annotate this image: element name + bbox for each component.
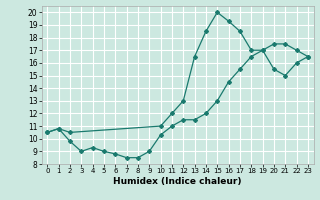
X-axis label: Humidex (Indice chaleur): Humidex (Indice chaleur) [113, 177, 242, 186]
